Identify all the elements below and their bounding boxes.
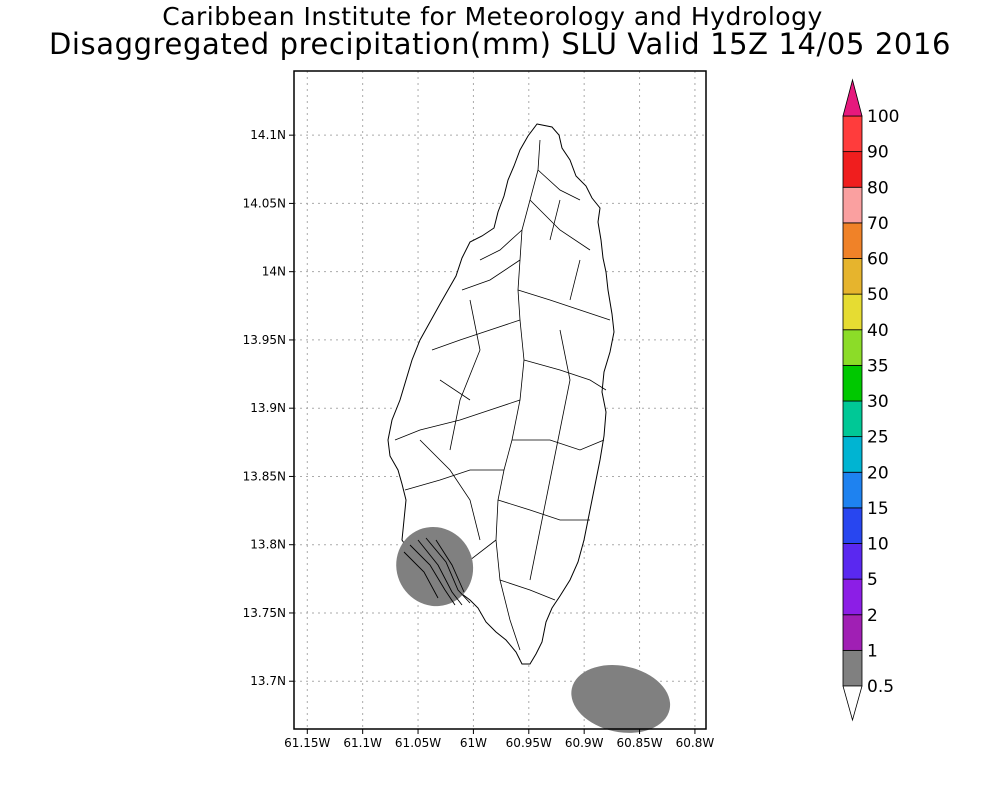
colorbar-segment xyxy=(842,186,863,224)
colorbar-segment xyxy=(842,614,863,651)
lat-tick-label: 13.7N xyxy=(250,674,286,688)
colorbar-label: 5 xyxy=(867,570,878,590)
lat-tick-label: 13.85N xyxy=(243,469,286,483)
colorbar-label: 35 xyxy=(867,356,889,376)
colorbar-label: 20 xyxy=(867,463,889,483)
colorbar-segment xyxy=(842,151,863,188)
colorbar-label: 100 xyxy=(867,107,899,127)
colorbar-segment xyxy=(842,649,863,687)
lat-tick-label: 13.8N xyxy=(250,538,286,552)
colorbar-segment xyxy=(842,507,863,544)
colorbar-upper-triangle xyxy=(842,78,863,117)
colorbar-label: 0.5 xyxy=(867,677,894,697)
colorbar-segment xyxy=(842,578,863,616)
colorbar-label: 15 xyxy=(867,499,889,519)
chart-title: Caribbean Institute for Meteorology and … xyxy=(162,2,823,31)
lon-tick-label: 60.85W xyxy=(616,736,662,750)
colorbar-label: 10 xyxy=(867,535,889,555)
colorbar-label: 60 xyxy=(867,250,889,270)
colorbar-segment xyxy=(842,222,863,259)
lon-tick-label: 61.1W xyxy=(343,736,382,750)
lon-tick-label: 61.05W xyxy=(395,736,441,750)
precip-area-0.5-1 xyxy=(571,665,671,733)
watershed-boundaries xyxy=(394,139,611,651)
lat-tick-label: 14.1N xyxy=(250,128,286,142)
colorbar-segment xyxy=(842,543,863,580)
colorbar-label: 90 xyxy=(867,143,889,163)
lat-tick-label: 14.05N xyxy=(243,196,286,210)
colorbar-segment xyxy=(842,364,863,402)
colorbar-segment xyxy=(842,436,863,473)
lat-tick-label: 13.95N xyxy=(243,333,286,347)
colorbar-label: 50 xyxy=(867,285,889,305)
chart-subtitle: Disaggregated precipitation(mm) SLU Vali… xyxy=(48,27,952,61)
colorbar-label: 2 xyxy=(867,606,878,626)
colorbar-lower-triangle xyxy=(842,685,863,722)
colorbar-label: 30 xyxy=(867,392,889,412)
precipitation-layer xyxy=(396,526,671,733)
lat-tick-label: 14N xyxy=(262,265,286,279)
map-frame xyxy=(293,70,707,730)
colorbar-segment xyxy=(842,329,863,366)
lat-tick-label: 13.75N xyxy=(243,606,286,620)
precip-area-0.5-1 xyxy=(396,526,474,607)
colorbar-label: 80 xyxy=(867,178,889,198)
lat-tick-label: 13.9N xyxy=(250,401,286,415)
colorbar-segment xyxy=(842,115,863,153)
map-axes: 61.15W 61.1W 61.05W 61W 60.95W 60.9W 60.85W 60.… xyxy=(243,128,715,750)
colorbar-label: 70 xyxy=(867,214,889,234)
colorbar-segment xyxy=(842,400,863,438)
colorbar-label: 25 xyxy=(867,428,889,448)
lon-tick-label: 60.8W xyxy=(676,736,715,750)
lon-tick-label: 60.9W xyxy=(565,736,604,750)
lon-tick-label: 61W xyxy=(460,736,487,750)
lon-tick-label: 61.15W xyxy=(284,736,330,750)
colorbar-segment xyxy=(842,258,863,295)
colorbar-segment xyxy=(842,293,863,331)
lon-tick-label: 60.95W xyxy=(506,736,552,750)
colorbar-label: 40 xyxy=(867,321,889,341)
southwest-rivers xyxy=(403,537,471,606)
colorbar-label: 1 xyxy=(867,641,878,661)
colorbar-segment xyxy=(842,471,863,509)
